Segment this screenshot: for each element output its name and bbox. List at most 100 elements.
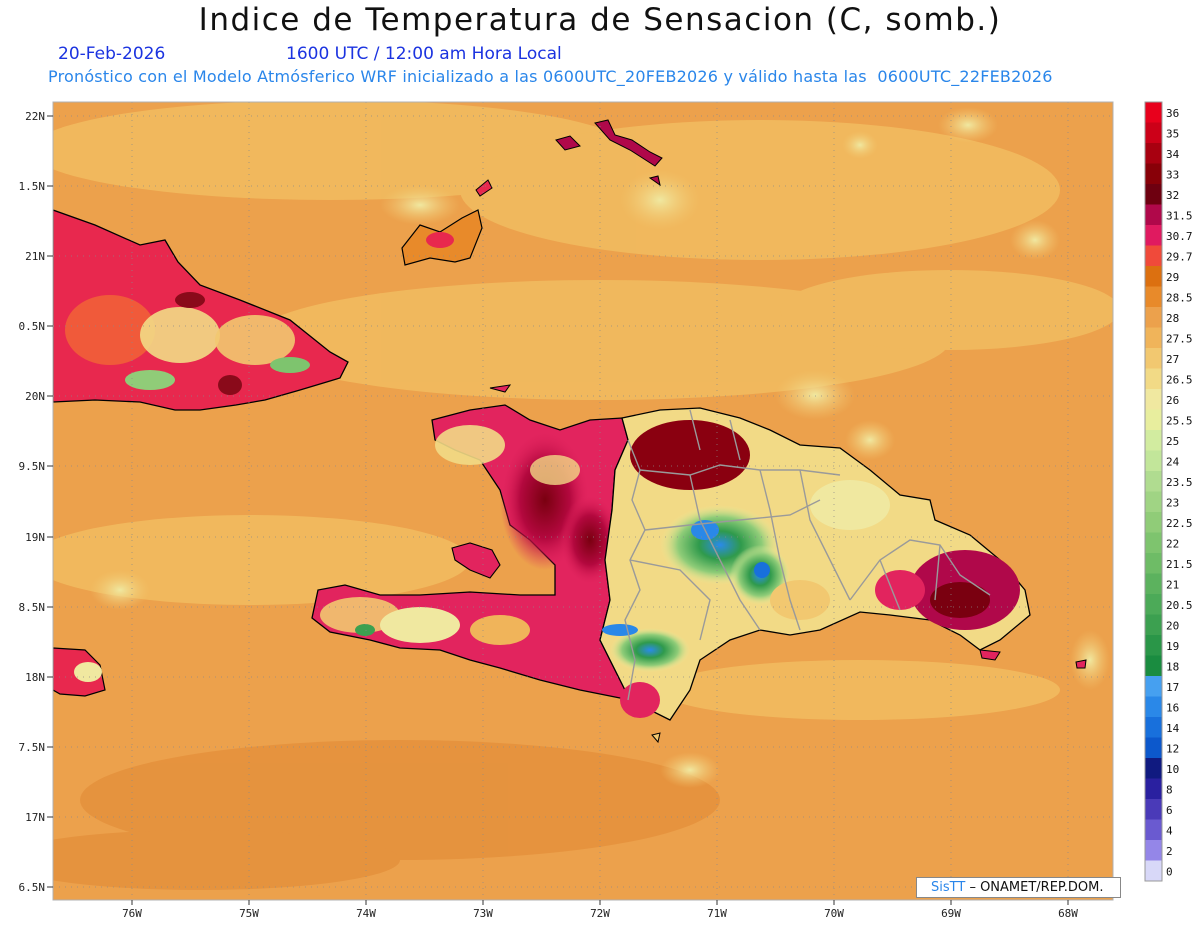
lat-label: 22N [25,110,45,123]
latitude-axis: 22N 1.5N 21N 0.5N 20N 9.5N 19N 8.5N 18N … [19,110,53,894]
forecast-date: 20-Feb-2026 [58,44,166,64]
legend-swatch [1145,245,1162,266]
legend-label: 23.5 [1166,476,1193,489]
legend-swatch [1145,184,1162,205]
legend-border [1144,101,1163,882]
jamaica-landmass [53,647,106,697]
lat-label: 17N [25,811,45,824]
legend-label: 6 [1166,804,1173,817]
legend-label: 17 [1166,681,1179,694]
map-area [53,102,1113,900]
legend-label: 26.5 [1166,374,1193,387]
legend-label: 8 [1166,784,1173,797]
lon-label: 69W [941,907,961,920]
legend-swatch [1145,266,1162,287]
lat-label: 8.5N [19,601,46,614]
lat-label: 0.5N [19,320,46,333]
legend-swatch [1145,676,1162,697]
legend-swatch [1145,635,1162,656]
beata-island [651,732,661,744]
credit-box: SisTT – ONAMET/REP.DOM. [916,877,1121,898]
lat-label: 19N [25,531,45,544]
haiti-landmass [311,404,632,701]
legend-label: 27 [1166,353,1179,366]
legend-swatch [1145,368,1162,389]
legend-label: 25.5 [1166,415,1193,428]
legend-swatch [1145,758,1162,779]
credit-brand: SisTT [931,880,966,895]
legend-swatch [1145,840,1162,861]
legend-label: 36 [1166,107,1179,120]
legend-label: 12 [1166,743,1179,756]
map-frame [52,101,1114,901]
sea-shading [53,102,1113,720]
legend-label: 25 [1166,435,1179,448]
legend-label: 28 [1166,312,1179,325]
legend-swatch [1145,491,1162,512]
legend-swatch [1145,532,1162,553]
legend-label: 33 [1166,169,1179,182]
legend-swatch [1145,860,1162,881]
legend-label: 14 [1166,722,1180,735]
legend-swatch [1145,102,1162,123]
legend-label: 21.5 [1166,558,1193,571]
legend-label: 4 [1166,825,1173,838]
legend-label: 29 [1166,271,1179,284]
lat-label: 21N [25,250,45,263]
legend-swatch [1145,819,1162,840]
little-inagua [475,179,493,197]
legend-label: 27.5 [1166,333,1193,346]
legend-label: 22.5 [1166,517,1193,530]
legend-swatch [1145,307,1162,328]
color-legend: 363534333231.530.729.72928.52827.52726.5… [1144,101,1193,882]
legend-swatch [1145,778,1162,799]
legend-swatch [1145,286,1162,307]
legend-swatch [1145,512,1162,533]
legend-label: 31.5 [1166,210,1193,223]
dr-landmass [599,407,1031,721]
legend-label: 26 [1166,394,1179,407]
graticule [53,102,1113,900]
mona-island [1075,659,1087,669]
legend-label: 30.7 [1166,230,1193,243]
tortuga-island [489,384,512,393]
legend-swatch [1145,204,1162,225]
legend-label: 22 [1166,538,1179,551]
lat-label: 9.5N [19,460,46,473]
lon-label: 73W [473,907,493,920]
cuba-landmass [53,209,349,411]
legend-label: 32 [1166,189,1179,202]
longitude-axis: 76W 75W 74W 73W 72W 71W 70W 69W 68W [122,900,1078,920]
forecast-time: 1600 UTC / 12:00 am Hora Local [286,44,562,64]
legend-swatch [1145,655,1162,676]
saona-island [979,649,1001,661]
lon-label: 75W [239,907,259,920]
gonave-island [451,542,501,579]
lon-label: 72W [590,907,610,920]
legend-label: 0 [1166,866,1173,879]
legend-label: 20.5 [1166,599,1193,612]
legend-label: 34 [1166,148,1180,161]
legend-label: 16 [1166,702,1179,715]
legend-swatch [1145,553,1162,574]
lon-label: 76W [122,907,142,920]
legend-swatch [1145,163,1162,184]
map-title: Indice de Temperatura de Sensacion (C, s… [198,2,1002,38]
legend-swatch [1145,450,1162,471]
legend-swatch [1145,471,1162,492]
legend-swatch [1145,327,1162,348]
legend-label: 21 [1166,579,1179,592]
lat-label: 1.5N [19,180,46,193]
legend-swatch [1145,717,1162,738]
legend-label: 24 [1166,456,1180,469]
lon-label: 74W [356,907,376,920]
legend-swatch [1145,430,1162,451]
turks-caicos [555,119,663,187]
lon-label: 70W [824,907,844,920]
pale-cells [90,107,1110,788]
legend-swatch [1145,737,1162,758]
credit-org: – ONAMET/REP.DOM. [969,880,1104,895]
legend-label: 2 [1166,845,1173,858]
lon-label: 71W [707,907,727,920]
